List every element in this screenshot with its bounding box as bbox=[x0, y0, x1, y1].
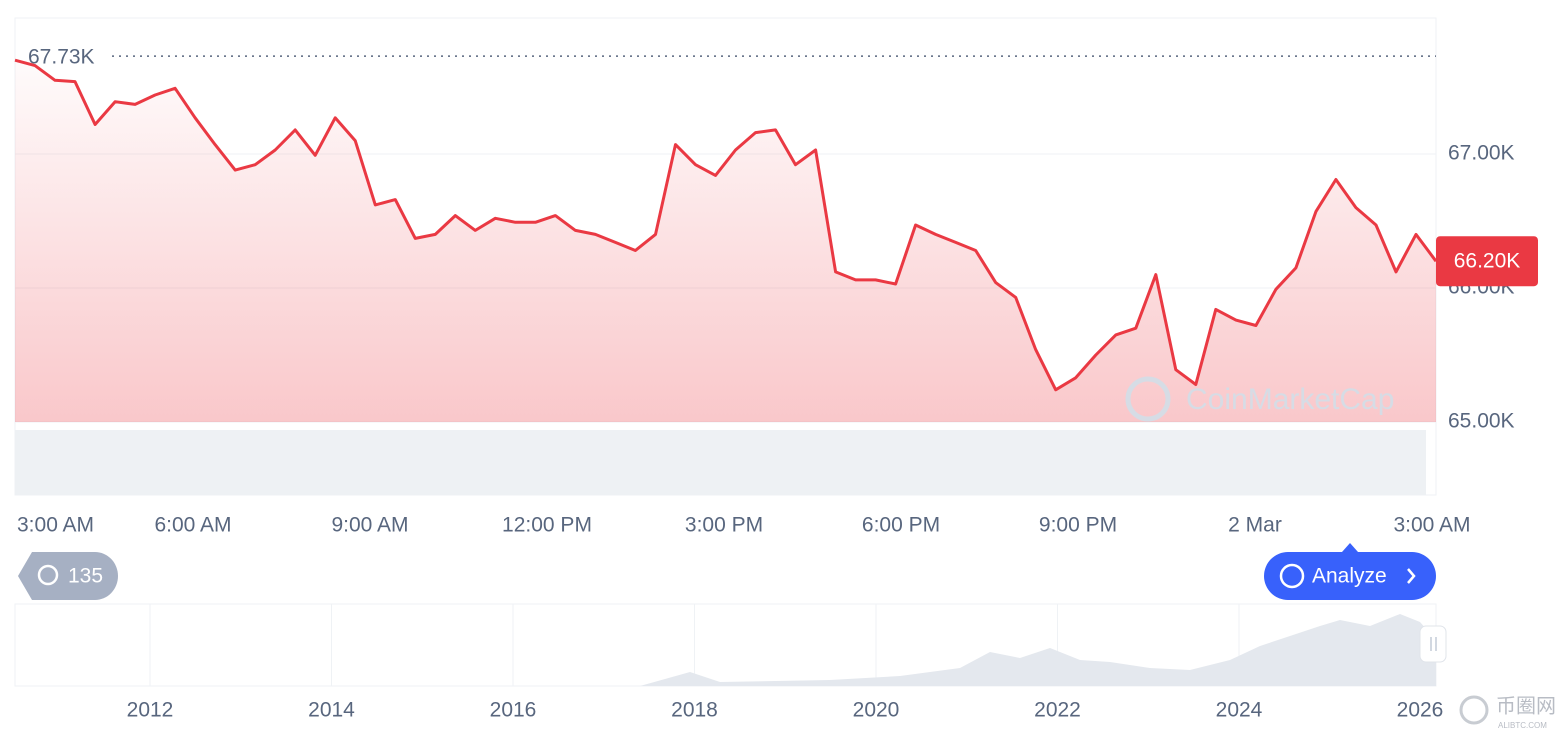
navigator-year: 2016 bbox=[490, 699, 537, 722]
navigator-year: 2018 bbox=[671, 699, 718, 722]
y-tick-label: 65.00K bbox=[1448, 410, 1515, 433]
site-logo-url: ALIBTC.COM bbox=[1498, 721, 1547, 730]
history-count: 135 bbox=[68, 565, 103, 588]
navigator-handle[interactable] bbox=[1419, 625, 1447, 663]
navigator-area bbox=[15, 614, 1436, 686]
navigator-year: 2022 bbox=[1034, 699, 1081, 722]
analyze-label[interactable]: Analyze bbox=[1312, 565, 1387, 588]
analyze-chevron bbox=[1407, 568, 1416, 584]
navigator-year: 2012 bbox=[127, 699, 174, 722]
analyze-button[interactable] bbox=[1264, 552, 1436, 600]
navigator-year: 2014 bbox=[308, 699, 355, 722]
area-fill bbox=[15, 60, 1436, 422]
x-tick-label: 2 Mar bbox=[1228, 514, 1282, 537]
y-tick-label: 67.00K bbox=[1448, 142, 1515, 165]
price-line bbox=[14, 58, 1438, 392]
navigator-year: 2020 bbox=[853, 699, 900, 722]
x-tick-label: 3:00 PM bbox=[685, 514, 763, 537]
watermark-logo bbox=[1125, 376, 1171, 422]
navigator-year: 2024 bbox=[1216, 699, 1263, 722]
history-badge[interactable] bbox=[18, 552, 118, 600]
last-price-badge bbox=[1436, 236, 1538, 287]
x-tick-label: 3:00 AM bbox=[17, 514, 94, 537]
analyze-pointer bbox=[1342, 543, 1358, 552]
navigator-year: 2026 bbox=[1397, 699, 1444, 722]
high-label: 67.73K bbox=[28, 46, 95, 69]
last-price-label: 66.20K bbox=[1454, 250, 1521, 273]
history-icon bbox=[37, 564, 59, 586]
site-logo-name: 币圈网 bbox=[1496, 694, 1556, 717]
watermark: CoinMarketCap bbox=[1186, 383, 1394, 416]
x-tick-label: 6:00 AM bbox=[154, 514, 231, 537]
site-logo-icon bbox=[1459, 695, 1489, 725]
x-tick-label: 6:00 PM bbox=[862, 514, 940, 537]
x-tick-label: 12:00 PM bbox=[502, 514, 592, 537]
x-tick-label: 3:00 AM bbox=[1393, 514, 1470, 537]
x-tick-label: 9:00 AM bbox=[331, 514, 408, 537]
analyze-icon bbox=[1279, 563, 1305, 589]
volume-area bbox=[15, 430, 1426, 495]
x-tick-label: 9:00 PM bbox=[1039, 514, 1117, 537]
